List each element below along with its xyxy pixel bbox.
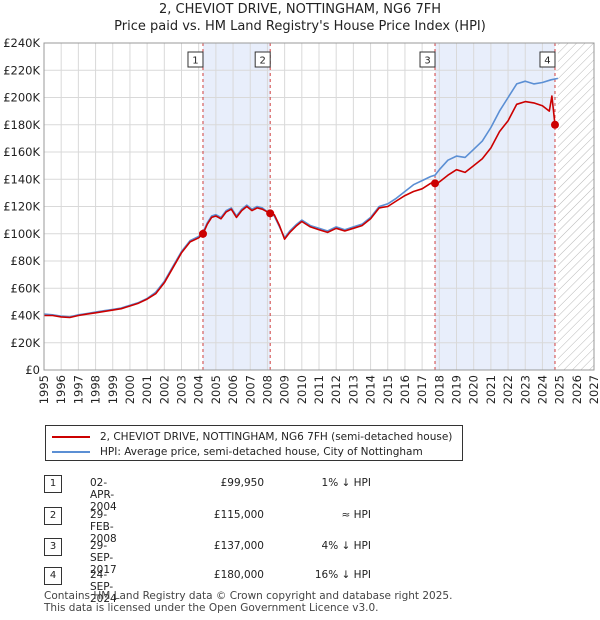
transaction-hpi: ≈ HPI <box>341 509 371 521</box>
x-tick-label: 2011 <box>312 375 326 404</box>
x-tick-label: 1998 <box>89 375 103 404</box>
y-tick-label: £200K <box>3 91 40 105</box>
x-tick-label: 1999 <box>106 375 120 404</box>
transaction-date: 29-FEB-2008 <box>90 509 117 545</box>
y-tick-label: £40K <box>11 309 41 323</box>
x-tick-label: 2026 <box>570 375 584 404</box>
x-tick-label: 2000 <box>123 375 137 404</box>
x-tick-label: 2021 <box>484 375 498 404</box>
sale-point <box>550 120 559 129</box>
x-tick-label: 2007 <box>243 375 257 404</box>
marker-label-box <box>187 51 204 68</box>
y-tick-label: £220K <box>3 63 40 77</box>
sale-point <box>198 229 207 238</box>
legend-label-property: 2, CHEVIOT DRIVE, NOTTINGHAM, NG6 7FH (s… <box>100 431 453 443</box>
x-tick-label: 1995 <box>37 375 51 404</box>
y-tick-label: £240K <box>3 36 40 50</box>
x-tick-label: 2025 <box>553 375 567 404</box>
legend: 2, CHEVIOT DRIVE, NOTTINGHAM, NG6 7FH (s… <box>45 425 463 461</box>
y-tick-label: £180K <box>3 118 40 132</box>
x-tick-label: 2014 <box>364 375 378 404</box>
y-tick-label: £120K <box>3 200 40 214</box>
transaction-date: 02-APR-2004 <box>90 477 117 513</box>
x-tick-label: 2019 <box>450 375 464 404</box>
y-tick-label: £160K <box>3 145 40 159</box>
legend-swatch-hpi <box>52 451 90 453</box>
transaction-number: 4 <box>44 567 62 585</box>
price-chart: 1 2 3 4 £0 £20K £40K £60K £80K £100K £120K £140K £1… <box>3 36 600 404</box>
transaction-number: 3 <box>44 538 62 556</box>
x-tick-label: 2009 <box>278 375 292 404</box>
y-tick-label: £20K <box>11 336 41 350</box>
marker-label-box <box>254 51 271 68</box>
marker-label: 3 <box>424 56 430 67</box>
x-tick-label: 2027 <box>587 375 600 404</box>
transaction-price: £99,950 <box>220 477 264 489</box>
marker-label: 2 <box>260 56 266 67</box>
y-tick-label: £100K <box>3 227 40 241</box>
transaction-price: £180,000 <box>213 569 264 581</box>
transaction-hpi: 1% ↓ HPI <box>321 477 371 489</box>
plot-frame <box>43 42 595 371</box>
transaction-price: £137,000 <box>213 540 264 552</box>
sale-point <box>431 179 440 188</box>
sale-point <box>266 209 275 218</box>
x-tick-label: 2010 <box>295 375 309 404</box>
x-tick-label: 2013 <box>346 375 360 404</box>
x-tick-label: 2012 <box>329 375 343 404</box>
transaction-number: 2 <box>44 507 62 525</box>
y-tick-label: £80K <box>11 254 41 268</box>
transaction-date: 29-SEP-2017 <box>90 540 117 576</box>
x-tick-label: 2015 <box>381 375 395 404</box>
x-tick-label: 2006 <box>226 375 240 404</box>
y-tick-label: £140K <box>3 172 40 186</box>
legend-item-hpi: HPI: Average price, semi-detached house,… <box>52 445 423 459</box>
transaction-date: 24-SEP-2024 <box>90 569 117 605</box>
x-tick-label: 2005 <box>209 375 223 404</box>
y-tick-label: £60K <box>11 281 41 295</box>
transaction-number: 1 <box>44 475 62 493</box>
x-tick-label: 2003 <box>175 375 189 404</box>
transaction-hpi: 16% ↓ HPI <box>314 569 371 581</box>
property-price-line <box>44 95 556 319</box>
x-tick-label: 2018 <box>432 375 446 404</box>
x-tick-label: 2020 <box>467 375 481 404</box>
legend-label-hpi: HPI: Average price, semi-detached house,… <box>100 446 423 458</box>
marker-label-box <box>539 51 556 68</box>
x-tick-label: 2022 <box>501 375 515 404</box>
x-tick-label: 2023 <box>518 375 532 404</box>
x-tick-label: 2024 <box>535 375 549 404</box>
chart-subtitle: Price paid vs. HM Land Registry's House … <box>114 19 486 34</box>
x-tick-label: 1997 <box>71 375 85 404</box>
marker-label: 1 <box>192 56 198 67</box>
x-tick-label: 2008 <box>260 375 274 404</box>
x-tick-label: 2001 <box>140 375 154 404</box>
footer-licence: This data is licensed under the Open Gov… <box>44 602 379 614</box>
projection-hatch <box>557 43 594 370</box>
y-tick-label: £0 <box>25 363 40 377</box>
x-tick-label: 2004 <box>192 375 206 404</box>
x-tick-label: 2016 <box>398 375 412 404</box>
chart-title: 2, CHEVIOT DRIVE, NOTTINGHAM, NG6 7FH <box>158 2 441 17</box>
x-tick-label: 2002 <box>157 375 171 404</box>
transaction-hpi: 4% ↓ HPI <box>321 540 371 552</box>
transaction-price: £115,000 <box>213 509 264 521</box>
x-tick-label: 2017 <box>415 375 429 404</box>
legend-swatch-property <box>52 436 90 438</box>
footer-copyright: Contains HM Land Registry data © Crown c… <box>44 590 453 602</box>
legend-item-property: 2, CHEVIOT DRIVE, NOTTINGHAM, NG6 7FH (s… <box>52 430 452 444</box>
marker-label-box <box>419 51 436 68</box>
marker-label: 4 <box>544 56 550 67</box>
x-tick-label: 1996 <box>54 375 68 404</box>
